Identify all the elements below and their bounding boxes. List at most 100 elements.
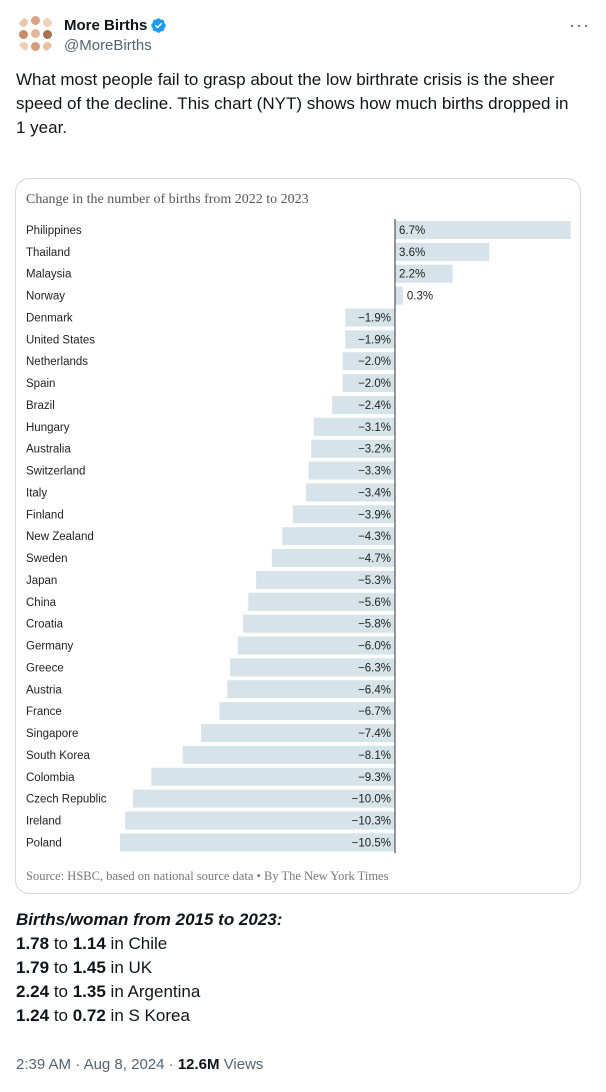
bar — [271, 549, 395, 568]
value-label: −8.1% — [358, 750, 391, 762]
value-label: −4.3% — [358, 531, 391, 543]
category-label: Austria — [26, 684, 62, 696]
bar — [119, 833, 396, 852]
category-label: France — [26, 706, 62, 718]
category-label: Croatia — [26, 619, 64, 631]
tweet-time[interactable]: 2:39 AM — [16, 1056, 72, 1073]
bar — [342, 374, 395, 393]
bar — [282, 527, 395, 546]
category-label: Finland — [26, 509, 64, 521]
avatar[interactable] — [16, 14, 56, 54]
value-label: −6.3% — [358, 662, 391, 674]
stats-row: 2.24 to 1.35 in Argentina — [16, 982, 201, 1001]
bar-chart: Philippines 6.7% Thailand 3.6% Malaysia 2.2% N… — [26, 219, 571, 854]
more-options-icon[interactable]: ··· — [569, 15, 590, 35]
stats-row: 1.24 to 0.72 in S Korea — [16, 1006, 190, 1025]
category-label: New Zealand — [26, 531, 94, 543]
value-label: 6.7% — [399, 225, 425, 237]
category-label: Singapore — [26, 728, 78, 740]
bar — [313, 417, 395, 436]
views-count: 12.6M — [177, 1056, 220, 1073]
bar — [201, 724, 395, 743]
display-name[interactable]: More Births — [64, 17, 148, 34]
value-label: −1.9% — [358, 334, 391, 346]
chart-title: Change in the number of births from 2022… — [26, 192, 309, 207]
value-label: −3.9% — [358, 509, 391, 521]
bar — [243, 614, 395, 633]
value-label: −6.0% — [358, 641, 391, 653]
bar — [305, 483, 395, 502]
value-label: −6.4% — [358, 684, 391, 696]
category-label: Poland — [26, 837, 62, 849]
category-label: Japan — [26, 575, 57, 587]
bar — [125, 811, 395, 830]
category-label: Italy — [26, 487, 47, 499]
bar — [229, 658, 395, 677]
bar — [342, 352, 395, 371]
category-label: China — [26, 597, 57, 609]
verified-badge-icon — [151, 18, 166, 33]
value-label: −10.5% — [352, 837, 391, 849]
category-label: Philippines — [26, 225, 82, 237]
stats-block: Births/woman from 2015 to 2023: 1.78 to … — [16, 908, 576, 1028]
bar — [133, 789, 395, 808]
category-label: Sweden — [26, 553, 68, 565]
category-label: Brazil — [26, 400, 55, 412]
value-label: −2.0% — [358, 378, 391, 390]
value-label: 0.3% — [407, 291, 433, 303]
bar — [308, 461, 395, 480]
tweet-text: What most people fail to grasp about the… — [16, 70, 569, 137]
value-label: −2.4% — [358, 400, 391, 412]
value-label: −5.6% — [358, 597, 391, 609]
stats-row: 1.79 to 1.45 in UK — [16, 958, 153, 977]
user-handle[interactable]: @MoreBirths — [64, 37, 152, 54]
value-label: −3.2% — [358, 444, 391, 456]
stats-heading: Births/woman from 2015 to 2023: — [16, 910, 283, 929]
bar — [219, 702, 395, 721]
category-label: Greece — [26, 662, 64, 674]
chart-source: Source: HSBC, based on national source d… — [26, 869, 389, 883]
category-label: Germany — [26, 641, 74, 653]
value-label: −10.0% — [352, 794, 391, 806]
bar — [227, 680, 395, 699]
category-label: Ireland — [26, 815, 61, 827]
bar — [395, 264, 453, 283]
value-label: 2.2% — [399, 269, 425, 281]
category-label: Switzerland — [26, 466, 85, 478]
bar — [395, 286, 403, 305]
category-label: Hungary — [26, 422, 70, 434]
bar — [332, 395, 395, 414]
bar — [292, 505, 395, 524]
bar — [237, 636, 395, 655]
chart-image-card[interactable]: Change in the number of births from 2022… — [15, 178, 581, 894]
bar — [395, 242, 490, 261]
category-label: Norway — [26, 291, 65, 303]
category-label: Netherlands — [26, 356, 88, 368]
category-label: United States — [26, 334, 95, 346]
value-label: −6.7% — [358, 706, 391, 718]
bar — [311, 439, 395, 458]
value-label: −10.3% — [352, 815, 391, 827]
category-label: South Korea — [26, 750, 91, 762]
value-label: −4.7% — [358, 553, 391, 565]
category-label: Thailand — [26, 247, 70, 259]
bar — [256, 570, 395, 589]
value-label: −9.3% — [358, 772, 391, 784]
value-label: −3.4% — [358, 487, 391, 499]
tweet-date[interactable]: Aug 8, 2024 — [83, 1056, 165, 1073]
category-label: Malaysia — [26, 269, 72, 281]
value-label: 3.6% — [399, 247, 425, 259]
category-label: Czech Republic — [26, 794, 107, 806]
category-label: Spain — [26, 378, 55, 390]
tweet-footer: 2:39 AM · Aug 8, 2024 · 12.6M Views — [16, 1056, 264, 1073]
value-label: −5.8% — [358, 619, 391, 631]
value-label: −3.3% — [358, 466, 391, 478]
views-label: Views — [223, 1056, 264, 1073]
bar — [345, 330, 395, 349]
bar — [395, 221, 571, 239]
category-label: Denmark — [26, 312, 73, 324]
category-label: Australia — [26, 444, 71, 456]
stats-row: 1.78 to 1.14 in Chile — [16, 934, 168, 953]
value-label: −7.4% — [358, 728, 391, 740]
bar — [182, 745, 395, 764]
